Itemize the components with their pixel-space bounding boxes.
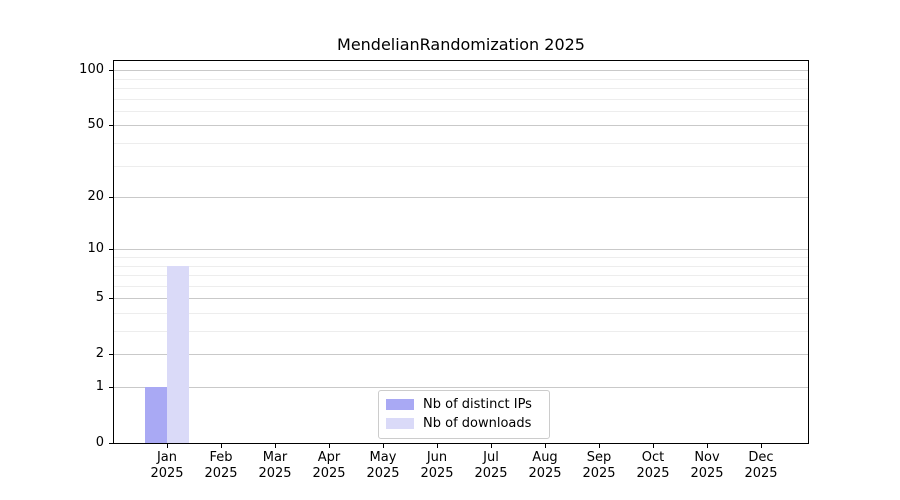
minor-gridline-60 bbox=[114, 111, 808, 112]
major-gridline-20 bbox=[114, 197, 808, 198]
x-tick-label-feb: Feb 2025 bbox=[204, 450, 238, 481]
major-gridline-100 bbox=[114, 70, 808, 71]
x-tick-label-may: May 2025 bbox=[366, 450, 400, 481]
legend-label-downloads: Nb of downloads bbox=[423, 416, 532, 431]
x-tick-aug bbox=[545, 444, 546, 448]
x-tick-label-dec: Dec 2025 bbox=[744, 450, 778, 481]
x-tick-label-oct: Oct 2025 bbox=[636, 450, 670, 481]
minor-gridline-90 bbox=[114, 79, 808, 80]
x-tick-label-nov: Nov 2025 bbox=[690, 450, 724, 481]
x-tick-apr bbox=[329, 444, 330, 448]
y-tick-20 bbox=[109, 197, 113, 198]
legend-item-distinct-ips: Nb of distinct IPs bbox=[386, 395, 543, 414]
major-gridline-5 bbox=[114, 298, 808, 299]
minor-gridline-4 bbox=[114, 313, 808, 314]
y-tick-label-1: 1 bbox=[95, 379, 104, 394]
x-tick-label-apr: Apr 2025 bbox=[312, 450, 346, 481]
minor-gridline-30 bbox=[114, 166, 808, 167]
x-tick-label-jun: Jun 2025 bbox=[420, 450, 454, 481]
minor-gridline-80 bbox=[114, 88, 808, 89]
minor-gridline-9 bbox=[114, 257, 808, 258]
minor-gridline-8 bbox=[114, 266, 808, 267]
major-gridline-50 bbox=[114, 125, 808, 126]
chart-title: MendelianRandomization 2025 bbox=[337, 35, 585, 54]
minor-gridline-40 bbox=[114, 143, 808, 144]
y-tick-2 bbox=[109, 354, 113, 355]
y-tick-50 bbox=[109, 125, 113, 126]
legend: Nb of distinct IPs Nb of downloads bbox=[378, 390, 550, 439]
legend-swatch-downloads bbox=[386, 418, 414, 429]
x-tick-label-mar: Mar 2025 bbox=[258, 450, 292, 481]
bar-nb-of-distinct-ips-jan bbox=[145, 387, 167, 443]
y-tick-label-5: 5 bbox=[95, 290, 104, 305]
x-tick-label-aug: Aug 2025 bbox=[528, 450, 562, 481]
x-tick-label-jan: Jan 2025 bbox=[150, 450, 184, 481]
x-tick-jan bbox=[167, 444, 168, 448]
plot-area bbox=[113, 60, 809, 444]
y-tick-label-2: 2 bbox=[95, 346, 104, 361]
x-tick-jul bbox=[491, 444, 492, 448]
bar-nb-of-downloads-jan bbox=[167, 266, 189, 443]
x-tick-jun bbox=[437, 444, 438, 448]
x-tick-may bbox=[383, 444, 384, 448]
y-tick-label-0: 0 bbox=[95, 435, 104, 450]
y-tick-label-100: 100 bbox=[79, 62, 104, 77]
x-tick-dec bbox=[761, 444, 762, 448]
x-tick-label-sep: Sep 2025 bbox=[582, 450, 616, 481]
major-gridline-2 bbox=[114, 354, 808, 355]
y-tick-label-20: 20 bbox=[87, 189, 104, 204]
legend-item-downloads: Nb of downloads bbox=[386, 414, 543, 433]
minor-gridline-3 bbox=[114, 331, 808, 332]
y-tick-0 bbox=[109, 443, 113, 444]
legend-swatch-distinct-ips bbox=[386, 399, 414, 410]
minor-gridline-7 bbox=[114, 275, 808, 276]
minor-gridline-6 bbox=[114, 286, 808, 287]
y-tick-label-50: 50 bbox=[87, 117, 104, 132]
major-gridline-10 bbox=[114, 249, 808, 250]
y-tick-10 bbox=[109, 249, 113, 250]
x-tick-feb bbox=[221, 444, 222, 448]
y-tick-5 bbox=[109, 298, 113, 299]
legend-label-distinct-ips: Nb of distinct IPs bbox=[423, 397, 532, 412]
y-tick-100 bbox=[109, 70, 113, 71]
y-tick-label-10: 10 bbox=[87, 241, 104, 256]
y-tick-1 bbox=[109, 387, 113, 388]
x-tick-label-jul: Jul 2025 bbox=[474, 450, 508, 481]
major-gridline-1 bbox=[114, 387, 808, 388]
minor-gridline-70 bbox=[114, 99, 808, 100]
x-tick-oct bbox=[653, 444, 654, 448]
x-tick-nov bbox=[707, 444, 708, 448]
x-tick-sep bbox=[599, 444, 600, 448]
x-tick-mar bbox=[275, 444, 276, 448]
